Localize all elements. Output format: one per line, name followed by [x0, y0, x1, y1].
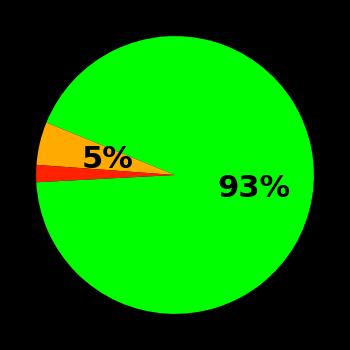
Text: 5%: 5% — [82, 145, 133, 174]
Text: 93%: 93% — [218, 174, 291, 203]
Wedge shape — [36, 36, 314, 314]
Wedge shape — [36, 122, 175, 175]
Wedge shape — [36, 165, 175, 182]
